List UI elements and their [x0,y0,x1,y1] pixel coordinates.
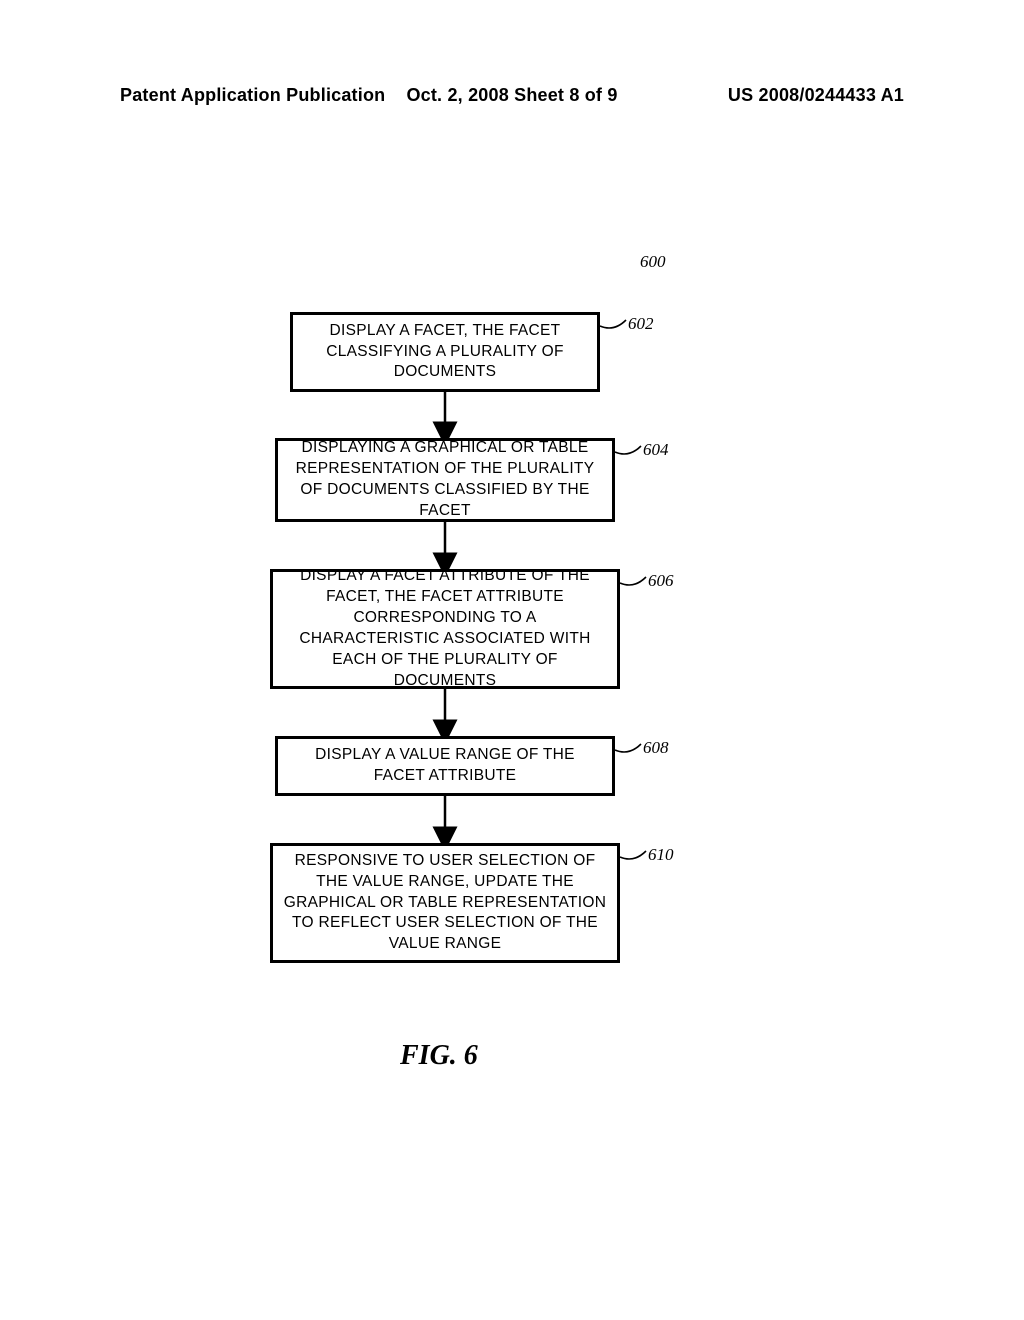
ref-label: 604 [643,440,669,460]
ref-label: 606 [648,571,674,591]
flowchart-step: DISPLAYING A GRAPHICAL OR TABLE REPRESEN… [275,438,615,522]
flowchart-step-text: RESPONSIVE TO USER SELECTION OF THE VALU… [283,851,607,956]
page-header: Patent Application Publication Oct. 2, 2… [0,85,1024,106]
ref-label-top: 600 [640,252,666,272]
flowchart-step-text: DISPLAY A FACET ATTRIBUTE OF THE FACET, … [283,566,607,692]
flowchart-step: DISPLAY A VALUE RANGE OF THE FACET ATTRI… [275,736,615,796]
flowchart-step: DISPLAY A FACET, THE FACET CLASSIFYING A… [290,312,600,392]
figure-title: FIG. 6 [400,1040,478,1072]
flowchart-step-text: DISPLAY A VALUE RANGE OF THE FACET ATTRI… [288,745,602,787]
ref-label: 602 [628,314,654,334]
flowchart-step: RESPONSIVE TO USER SELECTION OF THE VALU… [270,843,620,963]
header-left: Patent Application Publication [120,85,385,106]
header-center: Oct. 2, 2008 Sheet 8 of 9 [406,85,617,106]
ref-label: 608 [643,738,669,758]
ref-label: 610 [648,845,674,865]
flowchart-step: DISPLAY A FACET ATTRIBUTE OF THE FACET, … [270,569,620,689]
header-right: US 2008/0244433 A1 [728,85,904,106]
flowchart-step-text: DISPLAYING A GRAPHICAL OR TABLE REPRESEN… [288,438,602,522]
flowchart-step-text: DISPLAY A FACET, THE FACET CLASSIFYING A… [303,321,587,384]
